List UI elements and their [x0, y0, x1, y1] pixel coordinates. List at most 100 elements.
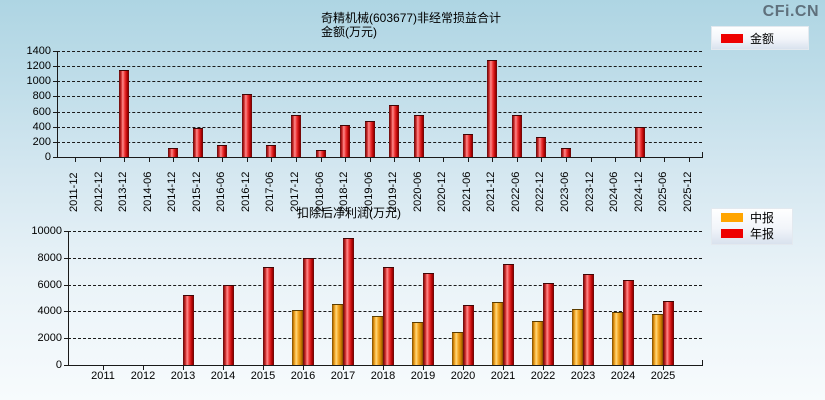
cfi-logo: CFi.CN [762, 3, 819, 20]
legend-item-annual: 年报 [712, 225, 792, 241]
x-tick [541, 158, 542, 162]
y-tick [53, 112, 57, 113]
x-axis-label: 2016 [290, 370, 316, 382]
x-tick [143, 366, 144, 370]
x-tick [247, 158, 248, 162]
x-axis-label: 2025 [650, 370, 676, 382]
x-axis-label: 2014-12 [166, 171, 178, 212]
gridline [68, 231, 702, 232]
y-tick [53, 66, 57, 67]
x-tick [463, 366, 464, 370]
x-axis-label: 2015 [250, 370, 276, 382]
y-tick [64, 231, 68, 232]
x-tick [443, 158, 444, 162]
x-tick [100, 158, 101, 162]
y-axis [68, 231, 69, 366]
x-axis-label: 2023-06 [559, 171, 571, 212]
bar-中报 [492, 302, 503, 366]
x-axis [57, 157, 703, 158]
x-axis-label: 2021-06 [461, 171, 473, 212]
bar-金额 [365, 121, 375, 158]
y-axis-label: 8000 [37, 252, 62, 264]
axis-end-tick [702, 152, 703, 157]
x-axis-label: 2025-12 [682, 171, 694, 212]
bar-金额 [512, 115, 522, 158]
y-tick [53, 127, 57, 128]
y-tick [53, 96, 57, 97]
top-chart-title: 奇精机械(603677)非经常损益合计 金额(万元) [321, 11, 501, 39]
y-axis [57, 51, 58, 158]
bar-金额 [266, 145, 276, 158]
y-axis-label: 6000 [37, 279, 62, 291]
x-axis-label: 2021 [490, 370, 516, 382]
legend-label: 年报 [750, 226, 775, 241]
axis-end-tick [702, 360, 703, 365]
interim-report-swatch [721, 212, 743, 222]
gridline [57, 127, 702, 128]
bar-金额 [193, 128, 203, 158]
gridline [57, 66, 702, 67]
x-axis-label: 2014 [210, 370, 236, 382]
legend-item-interim: 中报 [712, 209, 792, 225]
x-axis-label: 2012-12 [93, 171, 105, 212]
gridline [57, 51, 702, 52]
x-axis-label: 2020 [450, 370, 476, 382]
y-axis-label: 200 [32, 136, 51, 148]
x-tick [543, 366, 544, 370]
bar-年报 [383, 267, 394, 366]
x-tick [263, 366, 264, 370]
bar-中报 [292, 310, 303, 366]
y-axis-label: 1200 [26, 60, 51, 72]
x-tick [370, 158, 371, 162]
x-axis-label: 2016-12 [240, 171, 252, 212]
x-tick [321, 158, 322, 162]
x-axis-label: 2019-06 [363, 171, 375, 212]
y-axis-label: 2000 [37, 332, 62, 344]
y-tick [64, 285, 68, 286]
x-tick [583, 366, 584, 370]
gridline [57, 81, 702, 82]
bar-金额 [316, 150, 326, 158]
bar-金额 [536, 137, 546, 158]
legend-label: 中报 [750, 210, 775, 225]
x-tick [615, 158, 616, 162]
x-tick [492, 158, 493, 162]
bar-年报 [663, 301, 674, 366]
x-axis-label: 2016-06 [215, 171, 227, 212]
x-tick [640, 158, 641, 162]
x-axis-label: 2020-12 [436, 171, 448, 212]
x-tick [517, 158, 518, 162]
y-tick [64, 365, 68, 366]
x-axis-label: 2018-12 [338, 171, 350, 212]
x-tick [296, 158, 297, 162]
bar-年报 [223, 285, 234, 366]
bar-中报 [452, 332, 463, 366]
x-axis-label: 2021-12 [485, 171, 497, 212]
y-axis-label: 10000 [31, 225, 62, 237]
y-axis-label: 0 [44, 151, 51, 163]
x-axis-label: 2013-12 [117, 171, 129, 212]
y-axis-label: 0 [55, 359, 62, 371]
x-tick [419, 158, 420, 162]
bar-中报 [332, 304, 343, 366]
x-axis-label: 2018-06 [314, 171, 326, 212]
top-chart-legend: 金额 [711, 26, 809, 50]
bar-中报 [372, 316, 383, 366]
y-axis-label: 400 [32, 121, 51, 133]
y-axis-label: 4000 [37, 305, 62, 317]
x-tick [223, 366, 224, 370]
x-axis-label: 2023 [570, 370, 596, 382]
x-tick [271, 158, 272, 162]
bar-年报 [263, 267, 274, 366]
x-axis-label: 2022 [530, 370, 556, 382]
bar-金额 [242, 94, 252, 158]
x-tick [383, 366, 384, 370]
legend-label: 金额 [750, 31, 775, 46]
x-axis-label: 2017-06 [264, 171, 276, 212]
x-axis-label: 2017-12 [289, 171, 301, 212]
x-tick [124, 158, 125, 162]
bar-金额 [217, 145, 227, 158]
x-axis-label: 2024-12 [633, 171, 645, 212]
x-tick [303, 366, 304, 370]
x-tick [623, 366, 624, 370]
